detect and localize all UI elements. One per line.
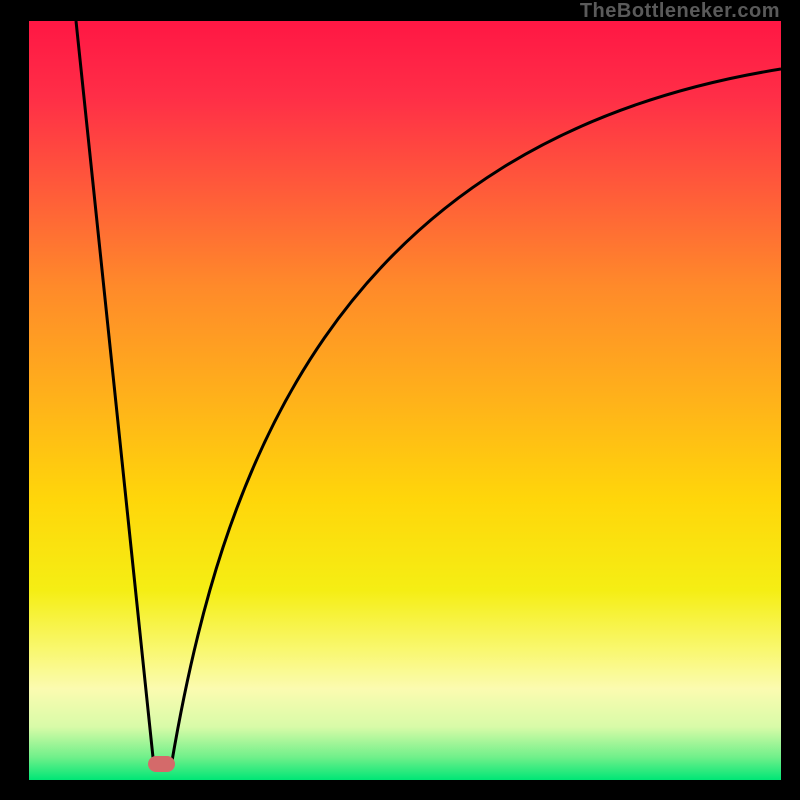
right-branch (171, 69, 781, 767)
left-branch (76, 21, 154, 767)
watermark-text: TheBottleneker.com (580, 0, 780, 23)
chart-container: TheBottleneker.com (0, 0, 800, 800)
curve-layer (29, 21, 781, 780)
minimum-marker (148, 756, 175, 772)
plot-area (29, 21, 781, 780)
